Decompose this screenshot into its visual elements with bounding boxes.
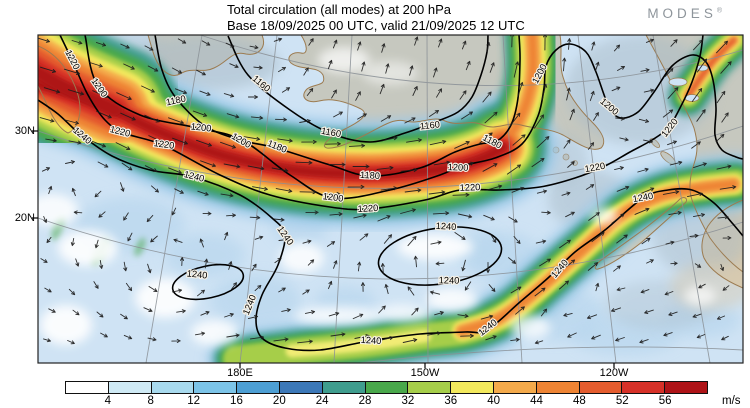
colorbar-tick: 56: [658, 395, 672, 407]
colorbar-unit: m/s: [722, 395, 741, 407]
colorbar-tick: 28: [358, 395, 372, 407]
contour-label: 1160: [320, 126, 341, 139]
calm-wind-patches: [38, 47, 716, 346]
colorbar-segment: [194, 382, 238, 393]
colorbar-segment: [665, 382, 707, 393]
colorbar-tick: 36: [444, 395, 458, 407]
colorbar-tick: 48: [572, 395, 586, 407]
contour-layer: [38, 35, 743, 352]
colorbar-segment: [322, 382, 366, 393]
contour-label: 1160: [419, 119, 440, 131]
colorbar-segment: [279, 382, 323, 393]
y-tick-label: 30N: [14, 125, 35, 137]
colorbar-segment: [237, 382, 280, 393]
axis-ticks: [32, 130, 615, 369]
contour-label: 1240: [439, 275, 460, 285]
colorbar-tick: 52: [615, 395, 629, 407]
contour-label: 1240: [632, 191, 654, 204]
colorbar-tick: 16: [230, 395, 243, 407]
contour-label: 1220: [153, 138, 175, 151]
contour-label: 1240: [435, 221, 456, 232]
y-tick-label: 20N: [14, 212, 35, 224]
contour-label: 1220: [459, 182, 480, 193]
wind-arrows: [38, 35, 737, 345]
map-border: [37, 34, 744, 364]
colorbar-tick: 20: [272, 395, 286, 407]
colorbar-tick: 4: [104, 395, 112, 407]
colorbar-tick: 44: [530, 395, 543, 407]
x-tick-label: 150W: [410, 367, 440, 379]
contour-label: 1180: [360, 170, 380, 181]
contour-label: 1200: [322, 191, 344, 203]
colorbar-segment: [451, 382, 494, 393]
colorbar-tick: 24: [315, 395, 329, 407]
colorbar-segment: [66, 382, 109, 393]
colorbar-tick: 32: [401, 395, 415, 407]
colorbar-segment: [151, 382, 195, 393]
colorbar-segment: [408, 382, 452, 393]
colorbar-segment: [622, 382, 666, 393]
colorbar-segment: [365, 382, 409, 393]
contour-label: 1220: [357, 203, 378, 214]
colorbar-segment: [108, 382, 152, 393]
contour-label: 1200: [190, 121, 212, 133]
weak-wind-tints: [75, 35, 743, 330]
title-block: Total circulation (all modes) at 200 hPa…: [227, 2, 525, 33]
colorbar-tick: 8: [147, 395, 154, 407]
contour-label: 1220: [584, 161, 606, 174]
chart-subtitle: Base 18/09/2025 00 UTC, valid 21/09/2025…: [227, 17, 525, 33]
colorbar-segment: [536, 382, 580, 393]
colorbar-tick: 40: [487, 395, 501, 407]
colorbar-segment: [579, 382, 623, 393]
contour-label: 1240: [360, 335, 381, 346]
x-tick-label: 180E: [227, 367, 253, 379]
colorbar-tick: 12: [187, 395, 200, 407]
contour-label: 1240: [186, 268, 208, 280]
chart-title: Total circulation (all modes) at 200 hPa: [227, 2, 452, 17]
contour-label: 1200: [448, 162, 469, 173]
colorbar: [65, 381, 708, 394]
x-tick-label: 120W: [599, 367, 629, 379]
colorbar-segment: [493, 382, 537, 393]
modes-logo: MODES®: [647, 6, 722, 21]
